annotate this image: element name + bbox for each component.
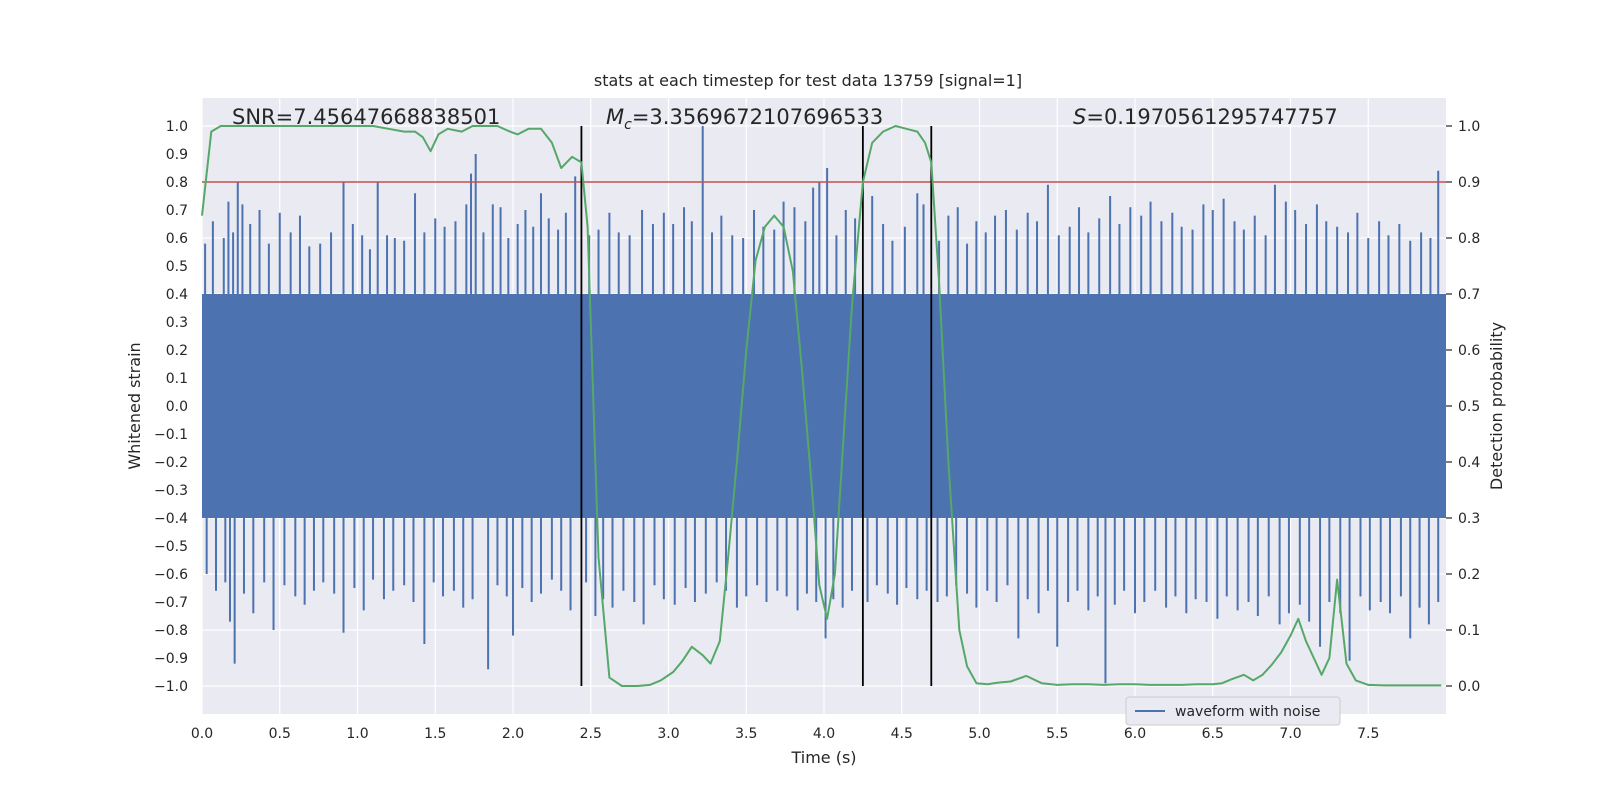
x-tick-label: 6.0 [1124, 726, 1146, 742]
y-left-tick-label: 1.0 [166, 119, 188, 135]
chart-title: stats at each timestep for test data 137… [594, 71, 1022, 90]
x-tick-label: 1.0 [346, 726, 368, 742]
y-left-tick-label: −1.0 [154, 679, 188, 695]
y-left-tick-label: 0.4 [166, 287, 188, 303]
y-left-tick-label: −0.4 [154, 511, 188, 527]
x-tick-label: 7.0 [1279, 726, 1301, 742]
s-value: =0.1970561295747757 [1086, 105, 1337, 129]
y-right-tick-label: 0.3 [1458, 511, 1480, 527]
y-left-tick-label: 0.0 [166, 399, 188, 415]
chirp-mass-value: =3.3569672107696533 [632, 105, 883, 129]
y-right-tick-label: 0.2 [1458, 567, 1480, 583]
y-left-tick-label: −0.9 [154, 651, 188, 667]
y-right-tick-label: 0.9 [1458, 175, 1480, 191]
y-left-tick-label: −0.6 [154, 567, 188, 583]
x-tick-labels: 0.0 0.5 1.0 1.5 2.0 2.5 3.0 3.5 4.0 4.5 5.0 5.5 6.0 6… [191, 726, 1380, 742]
y-left-tick-label: −0.3 [154, 483, 188, 499]
y-left-tick-labels: 1.0 0.9 0.8 0.7 0.6 0.5 0.4 0.3 0.2 0.1 0.0 −0.1 −0.… [154, 119, 188, 695]
y-left-tick-label: 0.3 [166, 315, 188, 331]
y-left-tick-label: 0.9 [166, 147, 188, 163]
x-tick-label: 5.5 [1046, 726, 1068, 742]
y-right-tick-label: 0.4 [1458, 455, 1480, 471]
y-right-tick-label: 0.6 [1458, 343, 1480, 359]
y-left-tick-label: 0.6 [166, 231, 188, 247]
detection-probability-series [201, 125, 1442, 687]
y-left-tick-label: 0.7 [166, 203, 188, 219]
y-right-tick-label: 0.1 [1458, 623, 1480, 639]
x-tick-label: 3.0 [657, 726, 679, 742]
waveform-series [202, 126, 1446, 684]
x-tick-label: 5.0 [968, 726, 990, 742]
x-tick-label: 2.0 [502, 726, 524, 742]
x-tick-label: 0.0 [191, 726, 213, 742]
vertical-markers [580, 126, 933, 686]
x-axis-label: Time (s) [790, 748, 856, 767]
chirp-mass-subscript: c [624, 117, 632, 133]
x-tick-label: 7.5 [1357, 726, 1379, 742]
y-right-axis-label: Detection probability [1487, 322, 1506, 490]
s-symbol: S [1073, 105, 1086, 129]
detection-probability-line [201, 125, 1442, 687]
y-right-tick-label: 1.0 [1458, 119, 1480, 135]
y-left-tick-label: 0.2 [166, 343, 188, 359]
y-left-tick-label: 0.5 [166, 259, 188, 275]
legend: waveform with noise [1125, 696, 1341, 726]
x-tick-label: 4.5 [891, 726, 913, 742]
y-left-tick-label: 0.8 [166, 175, 188, 191]
y-right-tick-label: 0.7 [1458, 287, 1480, 303]
legend-box [1125, 696, 1341, 726]
chirp-mass-annotation: Mc=3.3569672107696533 [606, 105, 883, 133]
x-tick-label: 6.5 [1202, 726, 1224, 742]
x-tick-label: 1.5 [424, 726, 446, 742]
y-left-tick-label: −0.1 [154, 427, 188, 443]
x-tick-label: 0.5 [269, 726, 291, 742]
snr-annotation: SNR=7.45647668838501 [232, 105, 500, 129]
y-left-tick-label: −0.7 [154, 595, 188, 611]
y-left-axis-label: Whitened strain [125, 342, 144, 469]
x-tick-label: 4.0 [813, 726, 835, 742]
waveform-core [202, 294, 1446, 518]
chirp-mass-symbol: M [606, 105, 624, 129]
y-left-tick-label: −0.5 [154, 539, 188, 555]
y-left-tick-label: −0.2 [154, 455, 188, 471]
y-right-tick-label: 0.5 [1458, 399, 1480, 415]
x-tick-label: 2.5 [580, 726, 602, 742]
y-left-tick-label: −0.8 [154, 623, 188, 639]
s-annotation: S=0.1970561295747757 [1073, 105, 1338, 129]
x-tick-label: 3.5 [735, 726, 757, 742]
y-right-tick-labels: 1.0 0.9 0.8 0.7 0.6 0.5 0.4 0.3 0.2 0.1 0.0 [1446, 119, 1480, 695]
y-right-tick-label: 0.8 [1458, 231, 1480, 247]
y-left-tick-label: 0.1 [166, 371, 188, 387]
y-right-tick-label: 0.0 [1458, 679, 1480, 695]
legend-label: waveform with noise [1175, 704, 1320, 720]
